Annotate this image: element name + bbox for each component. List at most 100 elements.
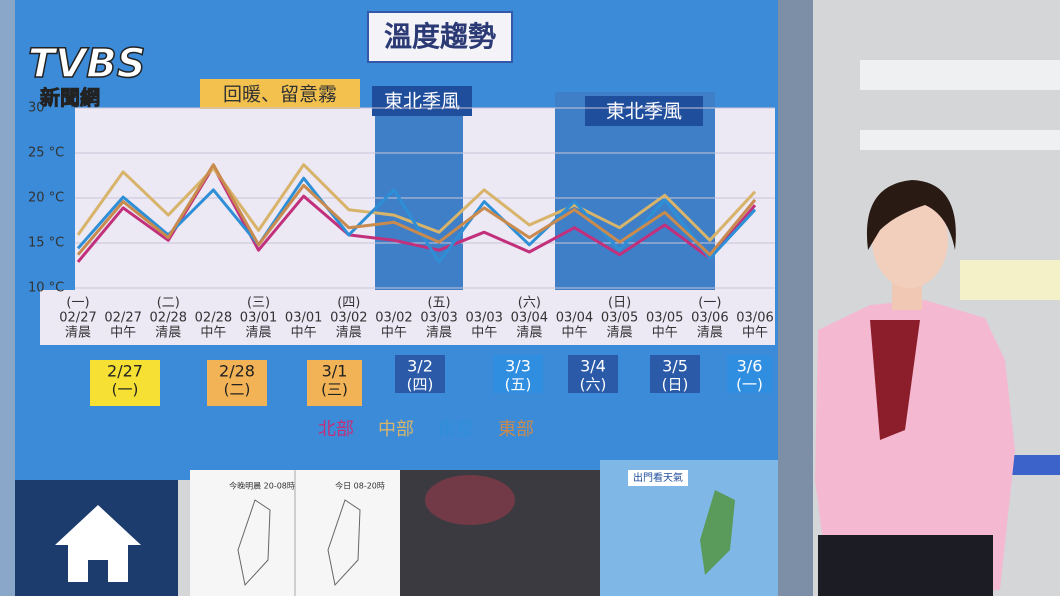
x-time-label: 清晨 [607, 326, 633, 341]
x-weekday-label: (一) [66, 296, 89, 311]
x-time-label: 中午 [561, 326, 587, 341]
x-time-label: 中午 [200, 326, 226, 341]
home-button[interactable] [55, 505, 141, 582]
thumbnail-label: 今日 08-20時 [335, 481, 385, 491]
day-box [650, 355, 700, 393]
day-date: 3/1 [322, 362, 348, 381]
legend: 北部 中部 南部 東部 [318, 419, 534, 440]
legend-entry: 中部 [378, 419, 414, 440]
legend-entry: 北部 [318, 419, 354, 440]
x-weekday-label: (一) [698, 296, 721, 311]
day-date: 3/4 [580, 357, 606, 376]
wall-panel [860, 130, 1060, 150]
x-time-label: 中午 [742, 326, 768, 341]
satellite-cloud [425, 475, 515, 525]
x-tick-label: 03/01 [240, 311, 277, 326]
legend-entry: 東部 [498, 419, 534, 440]
screen-edge [778, 0, 813, 596]
logo-brand: TVBS [28, 41, 146, 87]
day-weekday: (二) [224, 381, 251, 399]
annotation-box [585, 96, 703, 126]
day-box [493, 355, 543, 393]
x-time-label: 清晨 [65, 326, 91, 341]
monsoon-band [375, 92, 463, 290]
x-weekday-label: (日) [608, 296, 631, 311]
legend-entry: 南部 [438, 419, 474, 440]
day-date: 3/3 [505, 357, 531, 376]
x-time-label: 中午 [291, 326, 317, 341]
x-label-area [40, 290, 775, 345]
thumbnail-label: 今晚明晨 20-08時 [229, 481, 295, 491]
x-tick-label: 02/27 [59, 311, 96, 326]
x-tick-label: 03/03 [420, 311, 457, 326]
day-box [568, 355, 618, 393]
annotation-box [372, 86, 472, 116]
plot: 10 °C15 °C20 °C25 °C30(一)02/27清晨02/27中午(… [28, 101, 775, 341]
logo-sub: 新聞網 [40, 86, 100, 110]
day-box [307, 360, 362, 406]
day-box [727, 355, 772, 393]
annotation: 東北季風 [606, 101, 682, 123]
x-tick-label: 03/06 [691, 311, 728, 326]
x-tick-label: 03/04 [556, 311, 593, 326]
chart-title: 溫度趨勢 [384, 20, 496, 53]
x-tick-label: 03/05 [646, 311, 683, 326]
y-tick-label: 20 °C [28, 191, 64, 206]
x-weekday-label: (四) [337, 296, 360, 311]
day-weekday: (一) [736, 376, 763, 394]
x-time-label: 清晨 [336, 326, 362, 341]
x-weekday-label: (五) [427, 296, 450, 311]
x-tick-label: 03/04 [511, 311, 548, 326]
day-date: 2/27 [107, 362, 143, 381]
map-shape [700, 490, 735, 575]
x-time-label: 中午 [471, 326, 497, 341]
x-time-label: 清晨 [246, 326, 272, 341]
presenter-blouse [870, 320, 920, 440]
day-box [207, 360, 267, 406]
day-weekday: (一) [112, 381, 139, 399]
x-time-label: 中午 [381, 326, 407, 341]
day-boxes: 2/27(一)2/28(二)3/1(三)3/2(四)3/3(五)3/4(六)3/… [90, 355, 772, 406]
thumbnail-label: 出門看天氣 [633, 471, 683, 484]
x-tick-label: 03/02 [330, 311, 367, 326]
y-tick-label: 10 °C [28, 281, 64, 296]
presenter-skirt [818, 535, 993, 596]
x-time-label: 清晨 [516, 326, 542, 341]
x-weekday-label: (三) [247, 296, 270, 311]
day-weekday: (五) [505, 376, 532, 394]
day-box [90, 360, 160, 406]
day-weekday: (三) [321, 381, 348, 399]
x-time-label: 中午 [110, 326, 136, 341]
x-tick-label: 03/05 [601, 311, 638, 326]
day-date: 3/6 [737, 357, 763, 376]
y-tick-label: 30 [28, 101, 45, 116]
day-date: 3/5 [662, 357, 688, 376]
day-weekday: (四) [407, 376, 434, 394]
annotation-box [200, 79, 360, 109]
x-tick-label: 03/06 [736, 311, 773, 326]
x-time-label: 清晨 [426, 326, 452, 341]
annotation: 回暖、留意霧 [223, 84, 337, 106]
x-tick-label: 02/28 [195, 311, 232, 326]
x-tick-label: 02/28 [150, 311, 187, 326]
thumbnail-forecast[interactable] [600, 460, 778, 596]
wall-panel [960, 260, 1060, 300]
x-time-label: 清晨 [697, 326, 723, 341]
series-line [76, 176, 757, 264]
x-tick-label: 03/02 [375, 311, 412, 326]
map-outline [237, 499, 361, 587]
title-box [367, 11, 513, 63]
day-weekday: (六) [580, 376, 607, 394]
annotation: 東北季風 [384, 91, 460, 113]
x-tick-label: 02/27 [104, 311, 141, 326]
day-date: 3/2 [407, 357, 433, 376]
wall-panel [860, 60, 1060, 90]
x-tick-label: 03/01 [285, 311, 322, 326]
thumbnail-header [628, 470, 688, 486]
y-tick-label: 15 °C [28, 236, 64, 251]
day-weekday: (日) [662, 376, 689, 394]
day-date: 2/28 [219, 362, 255, 381]
x-tick-label: 03/03 [465, 311, 502, 326]
series-line [76, 163, 757, 257]
